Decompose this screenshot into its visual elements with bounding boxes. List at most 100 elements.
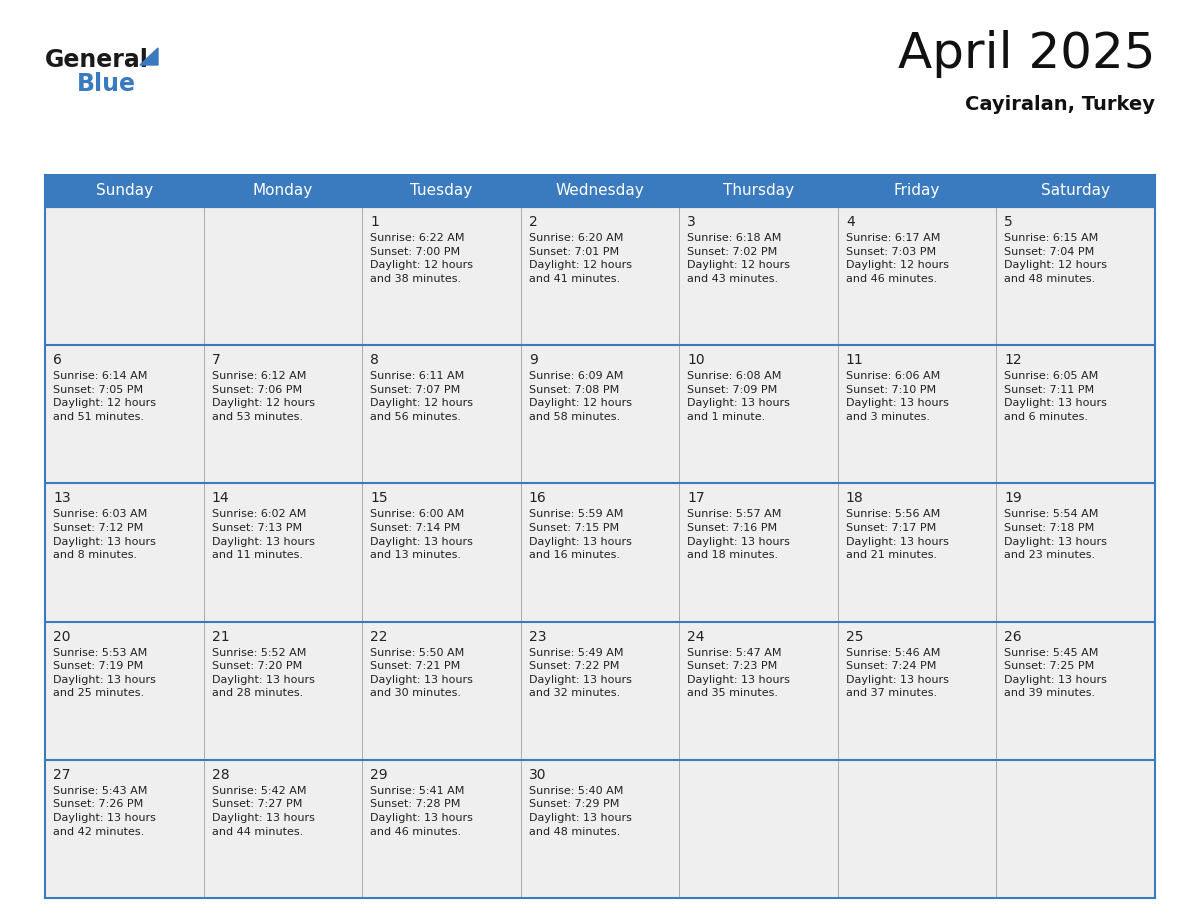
- Text: 7: 7: [211, 353, 220, 367]
- Text: Sunrise: 5:42 AM
Sunset: 7:27 PM
Daylight: 13 hours
and 44 minutes.: Sunrise: 5:42 AM Sunset: 7:27 PM Dayligh…: [211, 786, 315, 836]
- Bar: [680, 760, 838, 898]
- Text: Sunrise: 5:56 AM
Sunset: 7:17 PM
Daylight: 13 hours
and 21 minutes.: Sunrise: 5:56 AM Sunset: 7:17 PM Dayligh…: [846, 509, 949, 560]
- Text: Sunrise: 5:45 AM
Sunset: 7:25 PM
Daylight: 13 hours
and 39 minutes.: Sunrise: 5:45 AM Sunset: 7:25 PM Dayligh…: [1004, 647, 1107, 699]
- Bar: [680, 175, 838, 207]
- Bar: [520, 484, 680, 621]
- Bar: [838, 760, 997, 898]
- Text: Tuesday: Tuesday: [410, 184, 473, 198]
- Text: Sunrise: 5:43 AM
Sunset: 7:26 PM
Daylight: 13 hours
and 42 minutes.: Sunrise: 5:43 AM Sunset: 7:26 PM Dayligh…: [53, 786, 156, 836]
- Bar: [680, 621, 838, 760]
- Text: Sunrise: 5:54 AM
Sunset: 7:18 PM
Daylight: 13 hours
and 23 minutes.: Sunrise: 5:54 AM Sunset: 7:18 PM Dayligh…: [1004, 509, 1107, 560]
- Text: 25: 25: [846, 630, 864, 644]
- Text: Sunrise: 6:11 AM
Sunset: 7:07 PM
Daylight: 12 hours
and 56 minutes.: Sunrise: 6:11 AM Sunset: 7:07 PM Dayligh…: [371, 371, 473, 422]
- Text: Sunrise: 6:06 AM
Sunset: 7:10 PM
Daylight: 13 hours
and 3 minutes.: Sunrise: 6:06 AM Sunset: 7:10 PM Dayligh…: [846, 371, 949, 422]
- Text: Sunrise: 6:03 AM
Sunset: 7:12 PM
Daylight: 13 hours
and 8 minutes.: Sunrise: 6:03 AM Sunset: 7:12 PM Dayligh…: [53, 509, 156, 560]
- Text: 12: 12: [1004, 353, 1022, 367]
- Text: Sunrise: 6:09 AM
Sunset: 7:08 PM
Daylight: 12 hours
and 58 minutes.: Sunrise: 6:09 AM Sunset: 7:08 PM Dayligh…: [529, 371, 632, 422]
- Bar: [520, 175, 680, 207]
- Bar: [203, 175, 362, 207]
- Text: Cayiralan, Turkey: Cayiralan, Turkey: [965, 95, 1155, 114]
- Bar: [362, 760, 520, 898]
- Bar: [520, 760, 680, 898]
- Bar: [838, 175, 997, 207]
- Text: Sunrise: 5:41 AM
Sunset: 7:28 PM
Daylight: 13 hours
and 46 minutes.: Sunrise: 5:41 AM Sunset: 7:28 PM Dayligh…: [371, 786, 473, 836]
- Bar: [45, 345, 203, 484]
- Bar: [997, 207, 1155, 345]
- Bar: [45, 207, 203, 345]
- Polygon shape: [140, 48, 158, 65]
- Text: April 2025: April 2025: [897, 30, 1155, 78]
- Bar: [45, 484, 203, 621]
- Bar: [838, 484, 997, 621]
- Text: Sunrise: 5:47 AM
Sunset: 7:23 PM
Daylight: 13 hours
and 35 minutes.: Sunrise: 5:47 AM Sunset: 7:23 PM Dayligh…: [688, 647, 790, 699]
- Text: Sunrise: 5:53 AM
Sunset: 7:19 PM
Daylight: 13 hours
and 25 minutes.: Sunrise: 5:53 AM Sunset: 7:19 PM Dayligh…: [53, 647, 156, 699]
- Text: 1: 1: [371, 215, 379, 229]
- Text: 9: 9: [529, 353, 538, 367]
- Text: 11: 11: [846, 353, 864, 367]
- Bar: [45, 760, 203, 898]
- Bar: [362, 207, 520, 345]
- Bar: [997, 345, 1155, 484]
- Bar: [997, 621, 1155, 760]
- Text: 6: 6: [53, 353, 62, 367]
- Bar: [203, 760, 362, 898]
- Text: Sunrise: 5:57 AM
Sunset: 7:16 PM
Daylight: 13 hours
and 18 minutes.: Sunrise: 5:57 AM Sunset: 7:16 PM Dayligh…: [688, 509, 790, 560]
- Bar: [680, 345, 838, 484]
- Text: Sunrise: 6:17 AM
Sunset: 7:03 PM
Daylight: 12 hours
and 46 minutes.: Sunrise: 6:17 AM Sunset: 7:03 PM Dayligh…: [846, 233, 949, 284]
- Text: Sunrise: 5:59 AM
Sunset: 7:15 PM
Daylight: 13 hours
and 16 minutes.: Sunrise: 5:59 AM Sunset: 7:15 PM Dayligh…: [529, 509, 632, 560]
- Text: Sunrise: 6:14 AM
Sunset: 7:05 PM
Daylight: 12 hours
and 51 minutes.: Sunrise: 6:14 AM Sunset: 7:05 PM Dayligh…: [53, 371, 156, 422]
- Text: 23: 23: [529, 630, 546, 644]
- Bar: [203, 207, 362, 345]
- Bar: [45, 621, 203, 760]
- Text: 27: 27: [53, 767, 70, 782]
- Text: 20: 20: [53, 630, 70, 644]
- Text: Blue: Blue: [77, 72, 135, 96]
- Text: 22: 22: [371, 630, 387, 644]
- Text: Sunrise: 6:15 AM
Sunset: 7:04 PM
Daylight: 12 hours
and 48 minutes.: Sunrise: 6:15 AM Sunset: 7:04 PM Dayligh…: [1004, 233, 1107, 284]
- Text: 21: 21: [211, 630, 229, 644]
- Text: 17: 17: [688, 491, 704, 506]
- Text: Sunrise: 6:20 AM
Sunset: 7:01 PM
Daylight: 12 hours
and 41 minutes.: Sunrise: 6:20 AM Sunset: 7:01 PM Dayligh…: [529, 233, 632, 284]
- Bar: [997, 484, 1155, 621]
- Text: Sunrise: 5:50 AM
Sunset: 7:21 PM
Daylight: 13 hours
and 30 minutes.: Sunrise: 5:50 AM Sunset: 7:21 PM Dayligh…: [371, 647, 473, 699]
- Text: Sunrise: 6:18 AM
Sunset: 7:02 PM
Daylight: 12 hours
and 43 minutes.: Sunrise: 6:18 AM Sunset: 7:02 PM Dayligh…: [688, 233, 790, 284]
- Text: Wednesday: Wednesday: [556, 184, 644, 198]
- Bar: [203, 345, 362, 484]
- Bar: [997, 760, 1155, 898]
- Text: Sunrise: 6:12 AM
Sunset: 7:06 PM
Daylight: 12 hours
and 53 minutes.: Sunrise: 6:12 AM Sunset: 7:06 PM Dayligh…: [211, 371, 315, 422]
- Text: 14: 14: [211, 491, 229, 506]
- Bar: [362, 484, 520, 621]
- Bar: [203, 621, 362, 760]
- Text: Sunrise: 5:46 AM
Sunset: 7:24 PM
Daylight: 13 hours
and 37 minutes.: Sunrise: 5:46 AM Sunset: 7:24 PM Dayligh…: [846, 647, 949, 699]
- Text: 8: 8: [371, 353, 379, 367]
- Text: 2: 2: [529, 215, 537, 229]
- Text: Monday: Monday: [253, 184, 312, 198]
- Text: 18: 18: [846, 491, 864, 506]
- Text: Sunrise: 6:02 AM
Sunset: 7:13 PM
Daylight: 13 hours
and 11 minutes.: Sunrise: 6:02 AM Sunset: 7:13 PM Dayligh…: [211, 509, 315, 560]
- Text: Sunrise: 6:08 AM
Sunset: 7:09 PM
Daylight: 13 hours
and 1 minute.: Sunrise: 6:08 AM Sunset: 7:09 PM Dayligh…: [688, 371, 790, 422]
- Bar: [680, 484, 838, 621]
- Text: Sunday: Sunday: [96, 184, 153, 198]
- Bar: [838, 345, 997, 484]
- Text: Friday: Friday: [893, 184, 941, 198]
- Text: Sunrise: 5:40 AM
Sunset: 7:29 PM
Daylight: 13 hours
and 48 minutes.: Sunrise: 5:40 AM Sunset: 7:29 PM Dayligh…: [529, 786, 632, 836]
- Text: Sunrise: 6:00 AM
Sunset: 7:14 PM
Daylight: 13 hours
and 13 minutes.: Sunrise: 6:00 AM Sunset: 7:14 PM Dayligh…: [371, 509, 473, 560]
- Bar: [838, 621, 997, 760]
- Text: 24: 24: [688, 630, 704, 644]
- Text: Sunrise: 5:52 AM
Sunset: 7:20 PM
Daylight: 13 hours
and 28 minutes.: Sunrise: 5:52 AM Sunset: 7:20 PM Dayligh…: [211, 647, 315, 699]
- Text: 29: 29: [371, 767, 387, 782]
- Bar: [520, 207, 680, 345]
- Text: Thursday: Thursday: [723, 184, 794, 198]
- Bar: [680, 207, 838, 345]
- Bar: [520, 345, 680, 484]
- Text: Sunrise: 5:49 AM
Sunset: 7:22 PM
Daylight: 13 hours
and 32 minutes.: Sunrise: 5:49 AM Sunset: 7:22 PM Dayligh…: [529, 647, 632, 699]
- Bar: [362, 345, 520, 484]
- Text: 28: 28: [211, 767, 229, 782]
- Bar: [520, 621, 680, 760]
- Bar: [45, 175, 1155, 207]
- Text: Sunrise: 6:05 AM
Sunset: 7:11 PM
Daylight: 13 hours
and 6 minutes.: Sunrise: 6:05 AM Sunset: 7:11 PM Dayligh…: [1004, 371, 1107, 422]
- Text: 13: 13: [53, 491, 70, 506]
- Bar: [362, 621, 520, 760]
- Text: 19: 19: [1004, 491, 1022, 506]
- Text: 16: 16: [529, 491, 546, 506]
